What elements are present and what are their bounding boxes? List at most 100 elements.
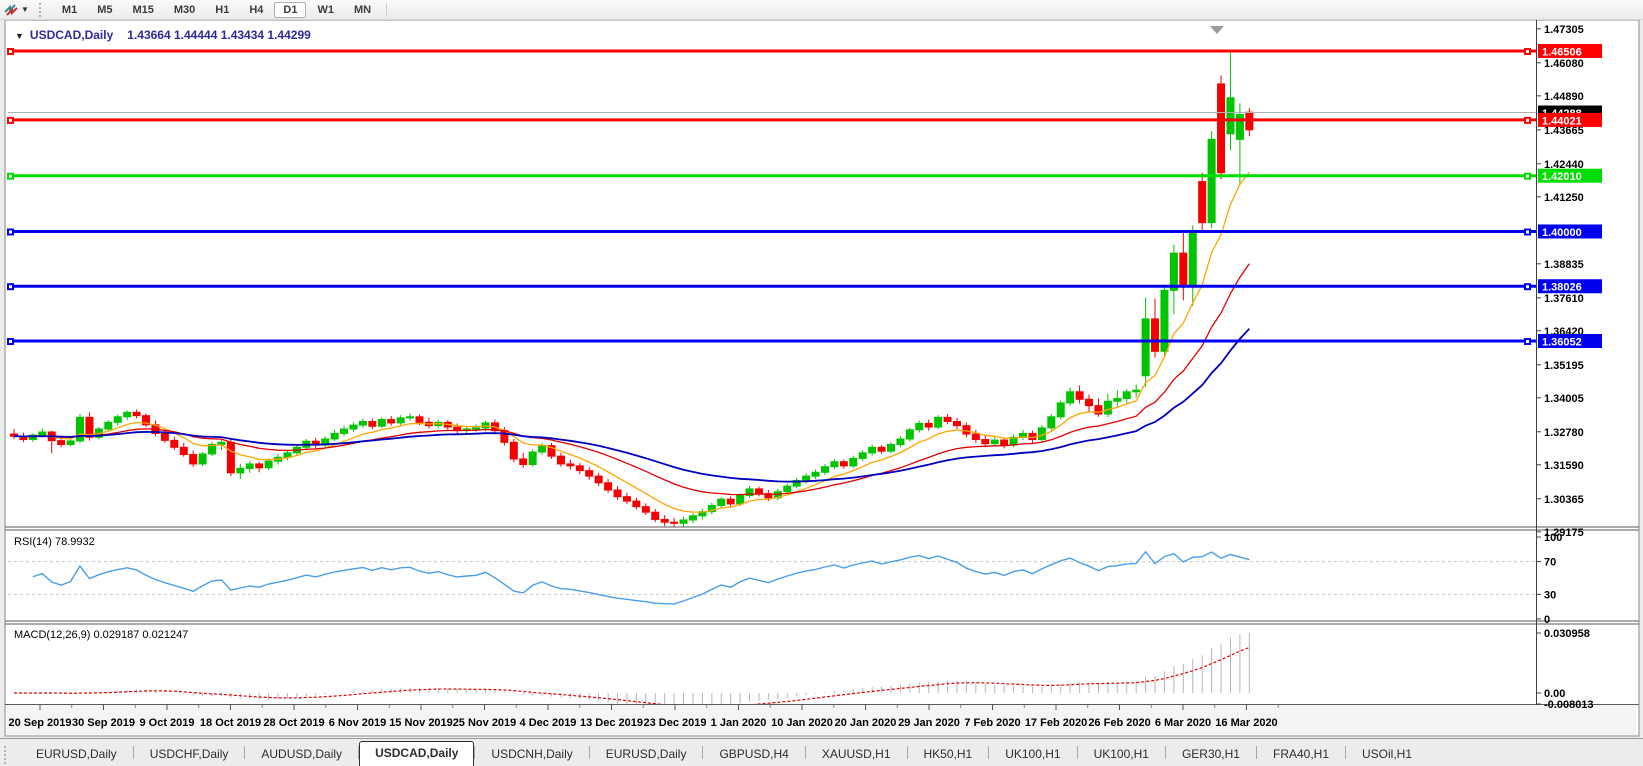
moving-average-40 (13, 328, 1250, 483)
candle-body-bear (764, 493, 773, 499)
tab-uk100-h1[interactable]: UK100,H1 (1093, 747, 1149, 761)
candle-body-bull (76, 416, 85, 442)
candle-body-bull (1160, 289, 1169, 352)
timeframe-m30[interactable]: M30 (173, 3, 196, 16)
chart-type-icon[interactable] (3, 3, 19, 17)
tab-hk50-h1[interactable]: HK50,H1 (923, 747, 973, 761)
candle-body-bear (575, 465, 584, 472)
timeframe-m1[interactable]: M1 (61, 3, 78, 16)
macd-name: MACD(12,26,9) (14, 629, 91, 641)
price-label-text: 1.46506 (1542, 46, 1582, 58)
macd-axis-label: -0.008013 (1544, 699, 1594, 711)
timeframe-m5[interactable]: M5 (97, 3, 113, 16)
date-label[interactable]: 17 Feb 2020 (1025, 717, 1087, 729)
tab-usdcad-daily[interactable]: USDCAD,Daily (359, 741, 475, 766)
date-label[interactable]: 18 Oct 2019 (200, 717, 261, 729)
candle-body-bull (849, 457, 858, 467)
date-label[interactable]: 6 Nov 2019 (329, 717, 386, 729)
candle-body-bull (1066, 391, 1075, 404)
collapse-triangle-icon[interactable]: ▼ (15, 31, 24, 41)
candle-body-bull (377, 419, 386, 427)
tab-ger30-h1[interactable]: GER30,H1 (1181, 747, 1240, 761)
tab-usoil-h1[interactable]: USOil,H1 (1362, 747, 1413, 761)
rsi-pane-label: RSI(14) 78.9932 (14, 536, 95, 548)
candle-body-bear (670, 521, 679, 524)
timeframe-mn[interactable]: MN (353, 3, 372, 16)
tab-gbpusd-h4[interactable]: GBPUSD,H4 (719, 747, 789, 761)
date-label[interactable]: 6 Mar 2020 (1155, 717, 1211, 729)
tab-eurusd-daily[interactable]: EURUSD,Daily (605, 747, 687, 761)
candle-body-bear (981, 439, 990, 445)
date-label[interactable]: 23 Dec 2019 (644, 717, 707, 729)
candle-body-bull (783, 485, 792, 493)
macd-axis-label: 0.030958 (1544, 628, 1590, 640)
tab-uk100-h1[interactable]: UK100,H1 (1005, 747, 1061, 761)
candle-body-bull (811, 471, 820, 477)
date-label[interactable]: 20 Jan 2020 (835, 717, 897, 729)
price-label-box (1538, 279, 1602, 294)
candle-body-bull (1226, 97, 1235, 135)
tab-audusd-daily[interactable]: AUDUSD,Daily (261, 747, 343, 761)
tab-separator (1345, 746, 1347, 759)
timeframe-w1[interactable]: W1 (317, 3, 334, 16)
date-label[interactable]: 28 Oct 2019 (263, 717, 324, 729)
date-label[interactable]: 9 Oct 2019 (139, 717, 194, 729)
chart-shift-marker-icon[interactable] (1210, 26, 1224, 34)
timeframe-h1[interactable]: H1 (215, 3, 230, 16)
price-label-text: 1.40000 (1542, 227, 1582, 239)
line-end-marker-dot (1526, 118, 1529, 122)
candle-body-bear (566, 463, 575, 467)
price-label-box (1538, 224, 1602, 239)
candle-body-bull (1103, 400, 1112, 415)
tab-fra40-h1[interactable]: FRA40,H1 (1272, 747, 1330, 761)
date-label[interactable]: 13 Dec 2019 (580, 717, 643, 729)
price-label-box (1538, 168, 1602, 183)
date-label[interactable]: 20 Sep 2019 (9, 717, 72, 729)
tab-separator (804, 746, 806, 759)
candle-body-bull (934, 416, 943, 428)
macd-histogram (22, 633, 1250, 704)
candle-body-bear (170, 439, 179, 448)
candle-body-bull (745, 488, 754, 497)
candle-body-bull (1169, 252, 1178, 291)
timeframe-m15[interactable]: M15 (132, 3, 154, 16)
candle-body-bull (990, 439, 999, 445)
candle-body-bear (632, 500, 641, 508)
price-tick-label: 1.35195 (1544, 360, 1584, 372)
tab-usdchf-daily[interactable]: USDCHF,Daily (149, 747, 229, 761)
candle-body-bear (594, 475, 603, 484)
chevron-down-icon[interactable]: ▼ (21, 5, 29, 14)
chart-title[interactable]: ▼ USDCAD,Daily 1.43664 1.44444 1.43434 1.4… (15, 28, 311, 42)
tab-xauusd-h1[interactable]: XAUUSD,H1 (821, 747, 891, 761)
date-label[interactable]: 30 Sep 2019 (72, 717, 135, 729)
macd-signal-line (14, 646, 1250, 704)
tab-usdcnh-daily[interactable]: USDCNH,Daily (491, 747, 573, 761)
tab-separator (132, 746, 134, 759)
date-label[interactable]: 26 Feb 2020 (1088, 717, 1150, 729)
chart-tabs: EURUSD,Daily USDCHF,Daily AUDUSD,Daily USDC… (20, 741, 1428, 766)
timeframe-h4[interactable]: H4 (249, 3, 264, 16)
candle-body-bear (556, 455, 565, 465)
candle-body-bear (1094, 405, 1103, 415)
date-label[interactable]: 25 Nov 2019 (453, 717, 517, 729)
date-label[interactable]: 7 Feb 2020 (964, 717, 1020, 729)
toolbar-grip[interactable] (38, 2, 46, 17)
candle-body-bull (123, 411, 132, 418)
date-label[interactable]: 16 Mar 2020 (1215, 717, 1277, 729)
price-label-text: 1.38026 (1542, 282, 1582, 294)
timeframe-toolbar: ▼ M1 M5 M15 M30 H1 H4 D1 W1 MN (0, 0, 1643, 20)
date-label[interactable]: 29 Jan 2020 (898, 717, 960, 729)
price-tick-label: 1.44890 (1544, 91, 1584, 103)
tab-eurusd-daily[interactable]: EURUSD,Daily (36, 747, 117, 761)
date-label[interactable]: 15 Nov 2019 (389, 717, 453, 729)
date-label[interactable]: 10 Jan 2020 (771, 717, 833, 729)
date-label[interactable]: 4 Dec 2019 (520, 717, 577, 729)
tabbar-grip[interactable] (4, 746, 18, 764)
candle-body-bear (85, 416, 94, 438)
candle-body-bear (142, 415, 151, 426)
candle-body-bear (953, 421, 961, 427)
price-label-box (1538, 333, 1602, 348)
date-label[interactable]: 1 Jan 2020 (711, 717, 767, 729)
timeframe-d1[interactable]: D1 (274, 1, 307, 18)
